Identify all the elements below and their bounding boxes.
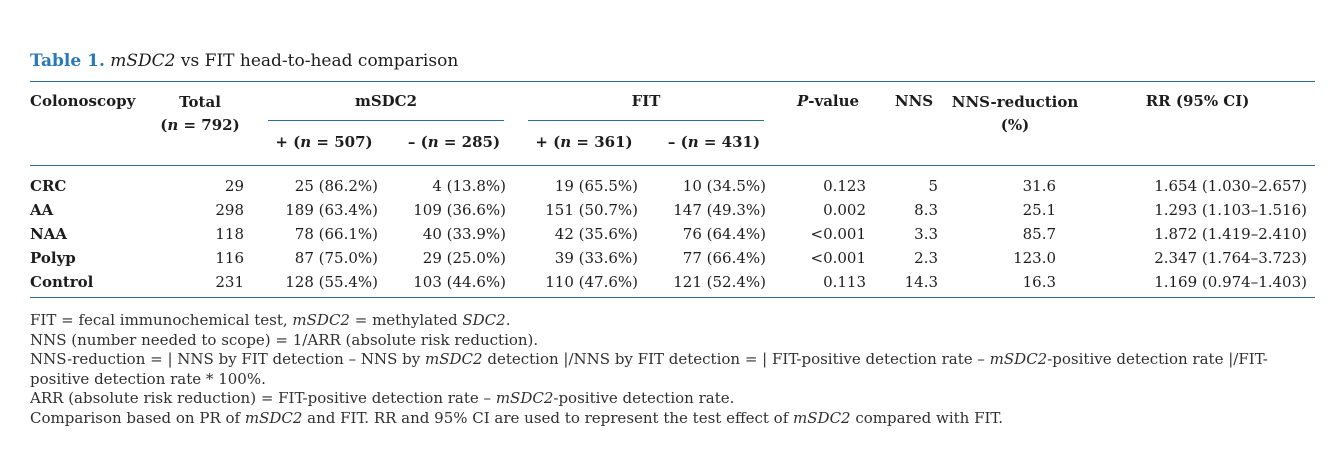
col-header-pvalue: P-value [778, 81, 879, 166]
cell-msdc2-positive: 128 (55.4%) [285, 273, 378, 291]
col-header-rr: RR (95% CI) [1080, 81, 1316, 166]
cell-fit-negative: 10 (34.5%) [682, 177, 767, 195]
cell-nns: 5 [928, 177, 939, 195]
cell-rr: 1.169 (0.974–1.403) [1154, 273, 1308, 291]
cell-fit-positive: 42 (35.6%) [554, 225, 638, 243]
cell-msdc2-negative: 29 (25.0%) [422, 249, 506, 267]
table-row-naa: NAA 118 78 (66.1%) 40 (33.9%) 42 (35.6%)… [30, 222, 1315, 246]
col-header-colonoscopy: Colonoscopy [30, 81, 142, 166]
cell-nns: 2.3 [914, 249, 939, 267]
cell-fit-negative: 147 (49.3%) [673, 201, 767, 219]
cell-fit-positive: 19 (65.5%) [554, 177, 638, 195]
cell-nns-reduction: 85.7 [1022, 225, 1057, 243]
cell-pvalue: 0.002 [823, 201, 867, 219]
cell-label: Polyp [30, 249, 76, 267]
cell-fit-negative: 121 (52.4%) [673, 273, 767, 291]
footnote-nns-reduction: NNS-reduction = | NNS by FIT detection –… [30, 350, 1268, 388]
header-row-1: Colonoscopy Total (n = 792) mSDC2 FIT P-… [30, 81, 1316, 166]
footnote-nns: NNS (number needed to scope) = 1/ARR (ab… [30, 330, 539, 349]
cell-total: 118 [215, 225, 244, 243]
col-header-msdc2-negative: – (n = 285) [390, 121, 518, 166]
col-header-total: Total (n = 792) [142, 81, 258, 166]
cell-msdc2-positive: 78 (66.1%) [294, 225, 378, 243]
col-header-nns-reduction-line2: (%) [1000, 116, 1030, 134]
cell-label: NAA [30, 225, 67, 243]
table-row-polyp: Polyp 116 87 (75.0%) 29 (25.0%) 39 (33.6… [30, 246, 1315, 270]
cell-rr: 1.654 (1.030–2.657) [1154, 177, 1308, 195]
comparison-table: Colonoscopy Total (n = 792) mSDC2 FIT P-… [30, 81, 1316, 298]
cell-fit-positive: 151 (50.7%) [545, 201, 638, 219]
cell-nns: 14.3 [904, 273, 939, 291]
footnote-abbreviations: FIT = fecal immunochemical test, mSDC2 =… [30, 311, 511, 329]
cell-msdc2-negative: 40 (33.9%) [422, 225, 506, 243]
table-caption: Table 1. mSDC2 vs FIT head-to-head compa… [30, 50, 1315, 72]
col-group-msdc2: mSDC2 [258, 82, 518, 121]
col-header-total-line2: (n = 792) [160, 116, 240, 134]
paper-page: Table 1. mSDC2 vs FIT head-to-head compa… [30, 50, 1316, 428]
cell-fit-negative: 76 (64.4%) [682, 225, 767, 243]
cell-total: 298 [215, 201, 244, 219]
cell-pvalue: <0.001 [810, 249, 867, 267]
cell-rr: 1.293 (1.103–1.516) [1154, 201, 1308, 219]
col-header-pvalue-label: P-value [796, 92, 860, 110]
cell-total: 29 [224, 177, 244, 195]
cell-label: AA [30, 201, 54, 219]
cell-label: Control [30, 273, 94, 291]
cell-msdc2-negative: 4 (13.8%) [432, 177, 506, 195]
cell-total: 116 [215, 249, 244, 267]
col-header-total-line1: Total [179, 93, 221, 111]
table-footnotes: FIT = fecal immunochemical test, mSDC2 =… [30, 311, 1315, 428]
cell-fit-negative: 77 (66.4%) [682, 249, 767, 267]
cell-pvalue: 0.113 [823, 273, 867, 291]
cell-pvalue: 0.123 [823, 177, 867, 195]
col-group-fit-label: FIT [528, 91, 765, 121]
cell-msdc2-positive: 25 (86.2%) [294, 177, 378, 195]
cell-nns-reduction: 31.6 [1022, 177, 1057, 195]
cell-nns-reduction: 25.1 [1022, 201, 1057, 219]
cell-rr: 2.347 (1.764–3.723) [1154, 249, 1308, 267]
footnote-comparison: Comparison based on PR of mSDC2 and FIT.… [30, 408, 1003, 427]
col-header-fit-positive: + (n = 361) [518, 121, 650, 166]
cell-msdc2-negative: 103 (44.6%) [413, 273, 506, 291]
cell-pvalue: <0.001 [810, 225, 867, 243]
table-title: mSDC2 vs FIT head-to-head comparison [110, 51, 459, 71]
col-header-fit-negative: – (n = 431) [650, 121, 779, 166]
col-group-msdc2-label: mSDC2 [268, 91, 504, 121]
table-row-crc: CRC 29 25 (86.2%) 4 (13.8%) 19 (65.5%) 1… [30, 166, 1315, 199]
col-header-nns: NNS [878, 81, 951, 166]
cell-msdc2-positive: 87 (75.0%) [294, 249, 378, 267]
cell-nns: 8.3 [914, 201, 939, 219]
cell-nns-reduction: 123.0 [1013, 249, 1057, 267]
footnote-arr: ARR (absolute risk reduction) = FIT-posi… [30, 389, 735, 407]
cell-fit-positive: 39 (33.6%) [554, 249, 638, 267]
col-group-fit: FIT [518, 82, 778, 121]
cell-label: CRC [30, 177, 67, 195]
table-number: Table 1. [30, 51, 105, 71]
cell-total: 231 [215, 273, 244, 291]
cell-fit-positive: 110 (47.6%) [545, 273, 638, 291]
col-header-nns-reduction-line1: NNS-reduction [951, 93, 1079, 111]
cell-msdc2-negative: 109 (36.6%) [413, 201, 506, 219]
table-row-control: Control 231 128 (55.4%) 103 (44.6%) 110 … [30, 270, 1315, 298]
cell-nns: 3.3 [914, 225, 939, 243]
cell-msdc2-positive: 189 (63.4%) [285, 201, 378, 219]
header-row-2: + (n = 507) – (n = 285) + (n = 361) – (n… [30, 121, 1315, 166]
cell-nns-reduction: 16.3 [1022, 273, 1057, 291]
table-row-aa: AA 298 189 (63.4%) 109 (36.6%) 151 (50.7… [30, 198, 1315, 222]
cell-rr: 1.872 (1.419–2.410) [1154, 225, 1308, 243]
col-header-nns-reduction: NNS-reduction (%) [950, 81, 1081, 166]
col-header-msdc2-positive: + (n = 507) [258, 121, 390, 166]
